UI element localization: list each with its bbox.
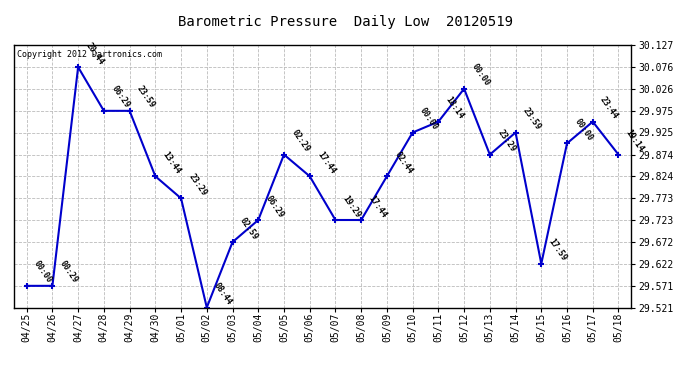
Text: 23:44: 23:44 — [598, 95, 620, 121]
Text: 08:44: 08:44 — [213, 281, 234, 307]
Text: 00:00: 00:00 — [470, 62, 491, 88]
Text: 23:59: 23:59 — [135, 84, 157, 110]
Text: 00:00: 00:00 — [573, 117, 594, 142]
Text: Barometric Pressure  Daily Low  20120519: Barometric Pressure Daily Low 20120519 — [177, 15, 513, 29]
Text: 19:14: 19:14 — [624, 128, 646, 154]
Text: 02:59: 02:59 — [238, 216, 259, 242]
Text: 23:29: 23:29 — [186, 172, 208, 198]
Text: 00:00: 00:00 — [418, 106, 440, 132]
Text: 20:44: 20:44 — [83, 40, 106, 66]
Text: 17:44: 17:44 — [315, 150, 337, 176]
Text: Copyright 2012 Dartronics.com: Copyright 2012 Dartronics.com — [17, 50, 162, 59]
Text: 23:29: 23:29 — [495, 128, 517, 154]
Text: 18:14: 18:14 — [444, 95, 466, 121]
Text: 17:44: 17:44 — [366, 194, 388, 219]
Text: 02:44: 02:44 — [393, 150, 414, 176]
Text: 13:44: 13:44 — [161, 150, 183, 176]
Text: 06:29: 06:29 — [110, 84, 131, 110]
Text: 00:29: 00:29 — [58, 260, 79, 285]
Text: 17:59: 17:59 — [547, 237, 569, 263]
Text: 02:29: 02:29 — [290, 128, 311, 154]
Text: 23:59: 23:59 — [521, 106, 543, 132]
Text: 00:00: 00:00 — [32, 260, 54, 285]
Text: 19:29: 19:29 — [341, 194, 363, 219]
Text: 06:29: 06:29 — [264, 194, 286, 219]
